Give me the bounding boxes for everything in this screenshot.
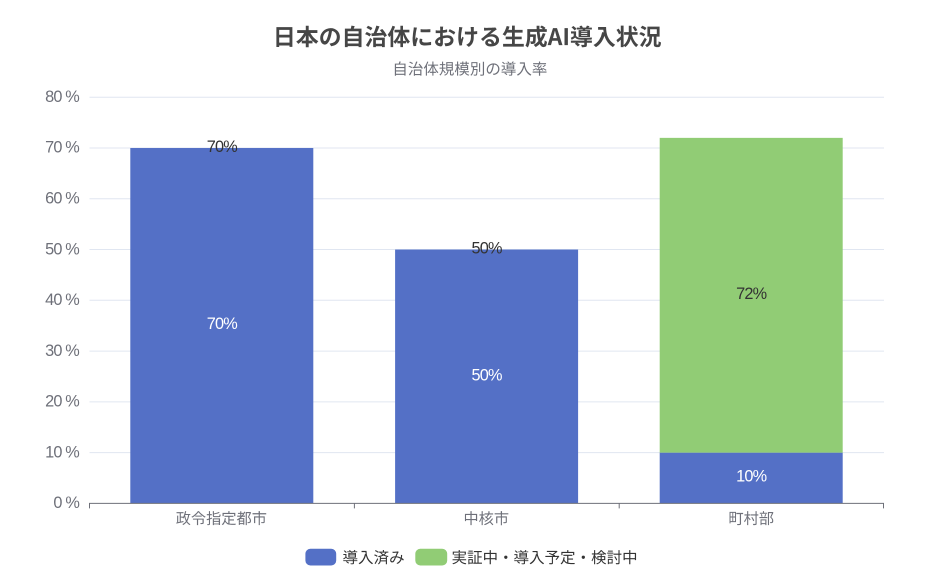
svg-text:50 %: 50 % (45, 240, 79, 258)
svg-text:72%: 72% (736, 285, 767, 303)
svg-text:70 %: 70 % (45, 139, 79, 157)
svg-text:60 %: 60 % (45, 190, 79, 208)
svg-text:30 %: 30 % (45, 342, 79, 360)
svg-text:50%: 50% (472, 240, 503, 258)
svg-text:0 %: 0 % (53, 494, 79, 512)
svg-text:80 %: 80 % (45, 88, 79, 106)
svg-text:20 %: 20 % (45, 393, 79, 411)
svg-text:70%: 70% (207, 315, 238, 333)
svg-text:40 %: 40 % (45, 291, 79, 309)
svg-text:70%: 70% (207, 138, 238, 156)
svg-text:10%: 10% (736, 468, 767, 486)
svg-text:10 %: 10 % (45, 443, 79, 461)
svg-text:50%: 50% (472, 366, 503, 384)
